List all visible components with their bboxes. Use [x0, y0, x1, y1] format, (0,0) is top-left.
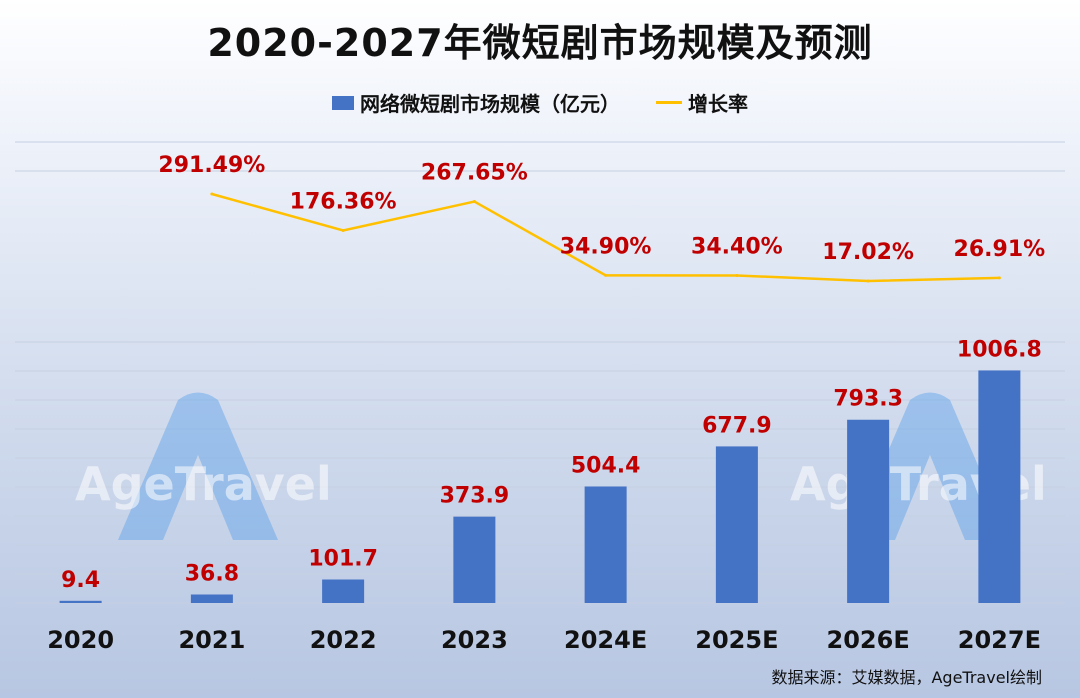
bar	[59, 600, 102, 603]
growth-rate-point	[866, 279, 870, 283]
legend-item-bar: 网络微短剧市场规模（亿元）	[332, 88, 620, 117]
bar-data-label: 1006.8	[957, 337, 1042, 362]
growth-rate-point	[341, 228, 345, 232]
growth-rate-point	[210, 192, 214, 196]
bar-data-label: 9.4	[61, 568, 100, 593]
bar-data-label: 677.9	[702, 413, 772, 438]
x-tick-label: 2024E	[564, 626, 647, 654]
bar	[847, 419, 890, 603]
growth-rate-point	[997, 276, 1001, 280]
bar	[453, 516, 496, 603]
growth-rate-label: 267.65%	[421, 161, 528, 186]
watermark-text: AgeTravel	[75, 457, 332, 511]
bar	[190, 594, 233, 603]
bar-data-label: 793.3	[833, 387, 903, 412]
bar-data-label: 36.8	[185, 561, 239, 586]
legend-item-line: 增长率	[656, 88, 748, 117]
bar-data-label: 504.4	[571, 453, 641, 478]
bar	[978, 370, 1021, 603]
x-tick-label: 2021	[178, 626, 245, 654]
growth-rate-label: 26.91%	[954, 237, 1046, 262]
growth-rate-point	[735, 273, 739, 277]
growth-rate-label: 176.36%	[290, 189, 397, 214]
chart-legend: 网络微短剧市场规模（亿元） 增长率	[0, 88, 1080, 117]
legend-line-swatch	[656, 101, 682, 104]
legend-bar-swatch	[332, 95, 354, 110]
x-tick-label: 2027E	[958, 626, 1041, 654]
growth-rate-label: 34.90%	[560, 234, 652, 259]
bar-data-label: 373.9	[440, 484, 510, 509]
x-tick-label: 2020	[47, 626, 114, 654]
growth-rate-point	[604, 273, 608, 277]
watermark-logo-icon	[118, 392, 278, 540]
bar	[322, 579, 365, 603]
watermark-logo-icon	[850, 392, 1010, 540]
growth-rate-point	[472, 200, 476, 204]
chart-title: 2020-2027年微短剧市场规模及预测	[207, 21, 873, 65]
bar-data-label: 101.7	[308, 547, 378, 572]
bar	[715, 446, 758, 603]
source-note: 数据来源：艾媒数据，AgeTravel绘制	[771, 668, 1042, 687]
growth-rate-label: 291.49%	[158, 153, 265, 178]
x-tick-label: 2025E	[695, 626, 778, 654]
x-tick-label: 2023	[441, 626, 508, 654]
legend-line-label: 增长率	[688, 92, 748, 116]
legend-bar-label: 网络微短剧市场规模（亿元）	[360, 92, 620, 116]
x-tick-label: 2026E	[827, 626, 910, 654]
growth-rate-label: 17.02%	[822, 240, 914, 265]
bar	[584, 486, 627, 603]
x-tick-label: 2022	[310, 626, 377, 654]
growth-rate-label: 34.40%	[691, 234, 783, 259]
